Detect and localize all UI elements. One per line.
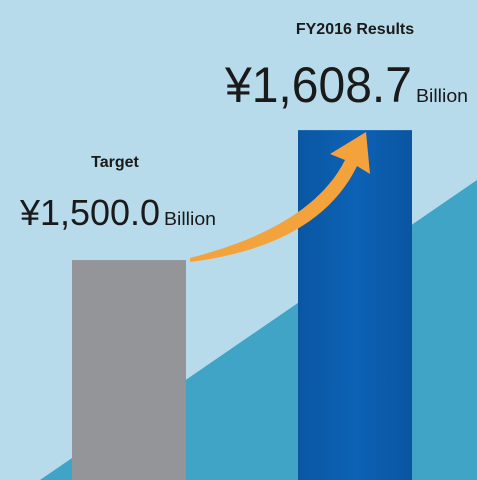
- value-label: ¥1,608.7: [224, 57, 412, 113]
- bar: [72, 260, 186, 480]
- arrow: [190, 132, 370, 262]
- category-label: Target: [91, 154, 139, 171]
- category-label: FY2016 Results: [296, 21, 414, 38]
- unit-label: Billion: [164, 209, 216, 229]
- value-label: ¥1,500.0: [19, 192, 160, 233]
- bar: [298, 130, 412, 480]
- unit-label: Billion: [416, 86, 468, 106]
